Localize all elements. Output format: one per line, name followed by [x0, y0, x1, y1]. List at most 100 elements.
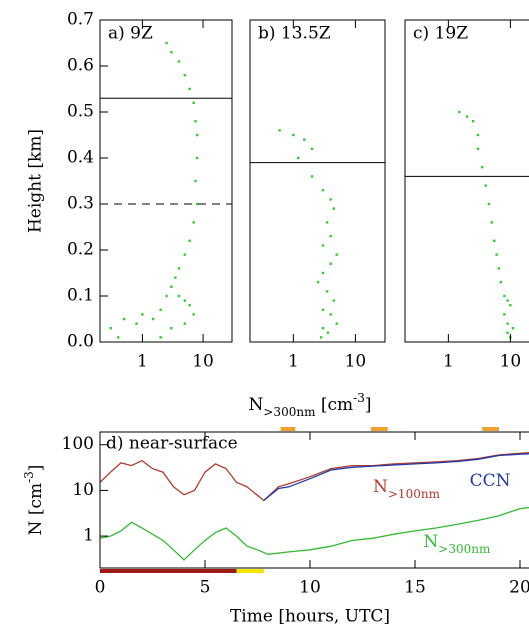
x-axis-label: N>300nm [cm-3]: [249, 391, 372, 419]
point: [497, 267, 500, 270]
point: [329, 235, 332, 238]
point: [325, 221, 329, 224]
label-part: -3: [22, 471, 36, 483]
point: [177, 60, 181, 63]
y-axis-label: Height [km]: [26, 129, 46, 233]
point: [503, 294, 506, 298]
series-label: N>300nm: [423, 531, 491, 555]
x-tick-label: 1: [288, 352, 299, 372]
point: [493, 239, 496, 242]
label-part: >300nm: [263, 405, 316, 419]
y-axis-label: N [cm-3]: [22, 465, 46, 536]
point: [499, 281, 502, 284]
point: [188, 304, 191, 307]
point: [509, 304, 512, 307]
point: [329, 262, 332, 265]
plot-frame: [249, 19, 386, 343]
point: [487, 202, 491, 206]
label-part: CCN: [470, 471, 511, 491]
y-tick-label: 1: [83, 526, 94, 546]
period-bar: [482, 427, 499, 431]
point: [174, 276, 177, 279]
label-part: ]: [365, 395, 372, 415]
y-tick-label: 0.7: [67, 10, 94, 30]
point: [511, 327, 515, 330]
x-tick-label: 15: [404, 578, 426, 598]
x-tick-label: 1: [443, 352, 454, 372]
point: [335, 322, 338, 325]
x-tick-label: 1: [137, 352, 148, 372]
x-tick-label: 10: [299, 578, 321, 598]
label-part: >100nm: [388, 486, 441, 500]
x-tick-label: 5: [200, 578, 211, 598]
series-line: [99, 452, 529, 502]
point: [506, 331, 509, 334]
point: [192, 221, 195, 224]
point: [316, 281, 320, 284]
plot-frame: [404, 19, 529, 343]
plot-frame: [99, 431, 529, 569]
point: [310, 147, 314, 150]
point: [141, 313, 144, 316]
point: [332, 207, 336, 210]
point: [170, 327, 173, 330]
y-tick-label: 10: [72, 480, 94, 500]
point: [471, 120, 475, 123]
period-bar: [280, 427, 296, 431]
point: [332, 299, 336, 302]
y-tick-label: 0.2: [67, 240, 94, 260]
point: [326, 331, 330, 334]
point: [480, 166, 484, 169]
point: [321, 244, 325, 247]
point: [170, 285, 173, 288]
point: [321, 308, 325, 311]
y-tick-label: 0.4: [67, 148, 94, 168]
series-label: CCN: [470, 471, 511, 491]
point: [465, 115, 469, 118]
point: [292, 133, 295, 137]
point: [321, 327, 325, 330]
point: [195, 133, 199, 137]
period-bar: [100, 569, 237, 573]
point: [195, 156, 199, 160]
x-tick-label: 10: [500, 352, 522, 372]
point: [170, 51, 173, 54]
point: [165, 41, 168, 45]
point: [194, 120, 197, 123]
point: [192, 313, 195, 316]
point: [177, 267, 181, 270]
point: [476, 147, 480, 150]
point: [329, 313, 332, 316]
point: [490, 221, 493, 224]
point: [159, 336, 162, 339]
point: [329, 198, 332, 201]
plot-frame: [99, 19, 233, 343]
label-part: >300nm: [438, 541, 491, 555]
point: [183, 253, 186, 256]
point: [188, 239, 191, 242]
label-part: -3: [353, 391, 365, 405]
point: [278, 129, 281, 132]
x-tick-label: 20: [509, 578, 529, 598]
label-part: ]: [26, 465, 46, 472]
point: [183, 299, 186, 302]
x-tick-label: 0: [95, 578, 106, 598]
point: [484, 184, 487, 187]
point: [321, 271, 325, 275]
point: [476, 133, 480, 137]
x-axis-label: Time [hours, UTC]: [230, 607, 390, 627]
panel-title: b) 13.5Z: [258, 24, 331, 44]
point: [135, 322, 138, 325]
y-tick-label: 0.6: [67, 56, 94, 76]
point: [195, 202, 199, 206]
point: [183, 322, 186, 325]
point: [303, 138, 306, 141]
panel-title: a) 9Z: [108, 24, 153, 44]
point: [325, 290, 329, 293]
point: [159, 308, 162, 311]
point: [109, 327, 112, 330]
point: [151, 317, 155, 321]
point: [183, 74, 186, 77]
point: [188, 87, 191, 91]
